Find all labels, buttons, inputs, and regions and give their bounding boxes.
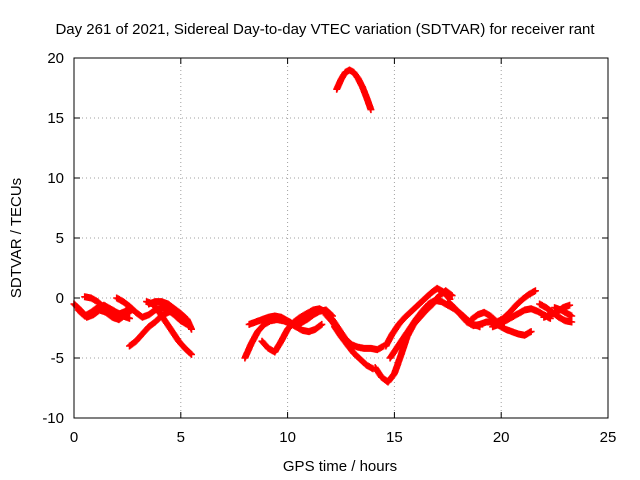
x-tick-label: 15 <box>386 429 403 446</box>
series-arc-p <box>444 298 535 339</box>
data-point-markers <box>551 304 576 320</box>
x-tick-label: 20 <box>493 429 510 446</box>
y-axis-label: SDTVAR / TECUs <box>8 178 25 298</box>
series-arc-l <box>331 323 377 373</box>
series-arc-c <box>81 293 133 319</box>
y-tick-label: 15 <box>47 110 64 127</box>
y-tick-label: -10 <box>42 410 64 427</box>
x-tick-labels: 0 5 10 15 20 25 <box>70 429 617 446</box>
axis-ticks <box>73 57 609 419</box>
data-point-markers <box>145 298 195 333</box>
x-tick-label: 25 <box>600 429 617 446</box>
y-tick-label: 10 <box>47 170 64 187</box>
y-tick-label: -5 <box>51 350 64 367</box>
x-tick-label: 0 <box>70 429 78 446</box>
y-tick-label: 0 <box>56 290 64 307</box>
y-tick-label: 20 <box>47 50 64 67</box>
series-arc-q <box>467 287 539 326</box>
data-point-markers <box>467 287 539 326</box>
series-arc-u <box>551 304 576 320</box>
data-point-markers <box>81 293 133 319</box>
chart-title: Day 261 of 2021, Sidereal Day-to-day VTE… <box>55 21 595 38</box>
series-arc-g <box>145 298 195 333</box>
series-arc-k <box>322 311 388 354</box>
y-tick-labels: -10 -5 0 5 10 15 20 <box>42 50 64 427</box>
data-point-markers <box>444 298 535 339</box>
y-tick-label: 5 <box>56 230 64 247</box>
x-tick-label: 5 <box>177 429 185 446</box>
x-tick-label: 10 <box>279 429 296 446</box>
series-arc-high <box>333 66 375 114</box>
grid-lines <box>74 58 608 418</box>
data-point-markers <box>331 323 377 373</box>
data-points <box>70 66 576 386</box>
series-arc-n <box>382 284 454 350</box>
data-point-markers <box>322 311 388 354</box>
data-point-markers <box>382 284 454 350</box>
data-point-markers <box>333 66 375 114</box>
x-axis-label: GPS time / hours <box>283 458 397 475</box>
